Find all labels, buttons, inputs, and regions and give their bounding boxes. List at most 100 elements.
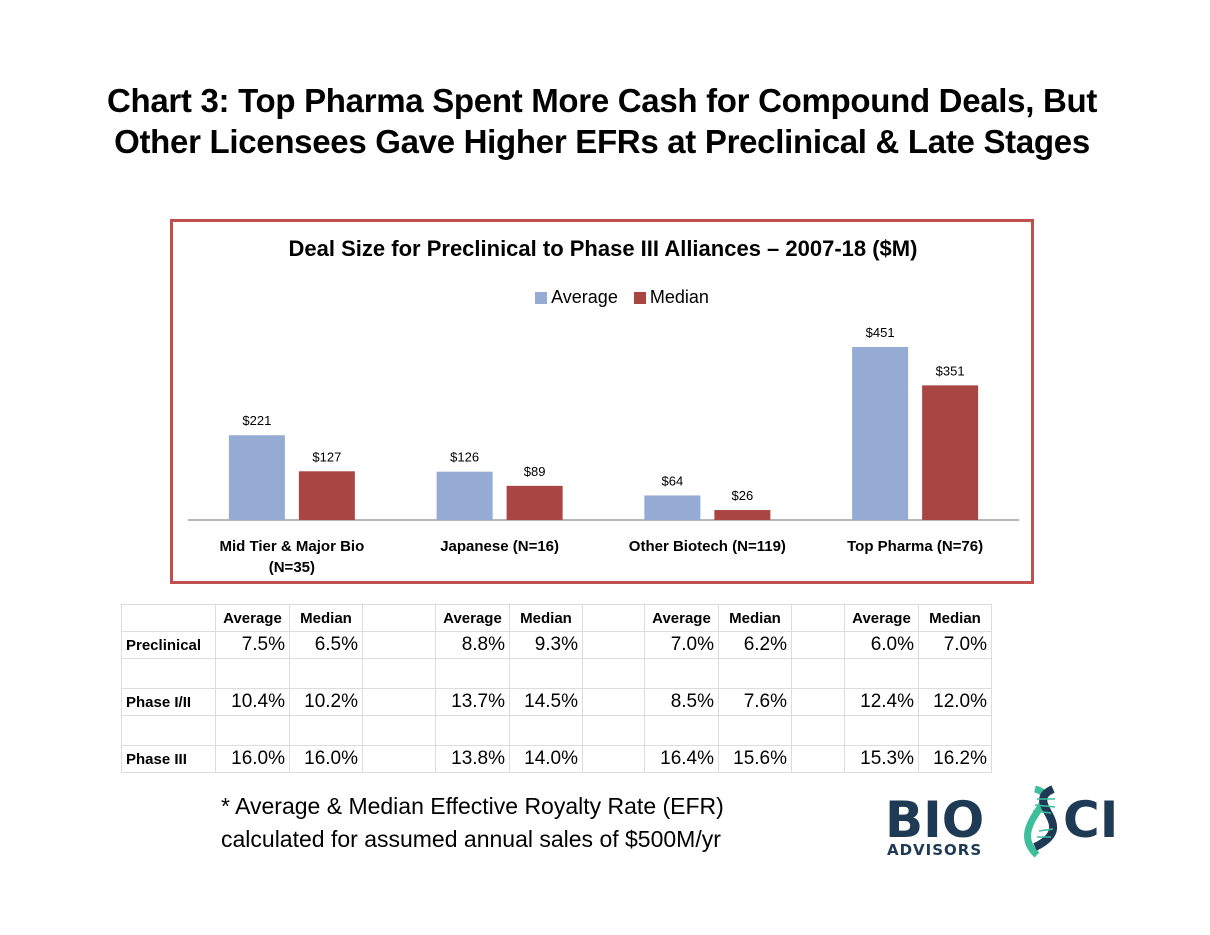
table-cell <box>644 715 719 746</box>
column-header: Average <box>844 604 919 632</box>
table-cell <box>362 658 436 689</box>
table-cell: 6.0% <box>844 631 919 659</box>
table-cell: 12.4% <box>844 688 919 716</box>
row-label: Phase I/II <box>121 688 216 716</box>
table-row <box>121 715 992 746</box>
table-cell: 16.4% <box>644 745 719 773</box>
bar-average <box>228 435 285 520</box>
category-label: Japanese (N=16) <box>440 538 559 555</box>
column-header: Median <box>718 604 792 632</box>
table-cell: 13.7% <box>435 688 510 716</box>
row-label <box>121 715 216 746</box>
table-cell <box>791 688 845 716</box>
data-label-average: $451 <box>866 325 895 340</box>
title-line-2: Other Licensees Gave Higher EFRs at Prec… <box>114 123 1090 160</box>
table-cell <box>582 631 645 659</box>
column-header <box>362 604 436 632</box>
data-label-average: $64 <box>662 473 684 488</box>
table-cell: 6.5% <box>289 631 363 659</box>
table-cell: 7.0% <box>644 631 719 659</box>
table-cell: 16.2% <box>918 745 992 773</box>
legend-label-average: Average <box>551 287 618 307</box>
dna-helix-icon <box>1024 785 1058 858</box>
table-cell <box>844 715 919 746</box>
column-header <box>791 604 845 632</box>
chart-legend: Average Median <box>0 287 1210 308</box>
table-cell <box>918 658 992 689</box>
data-label-average: $221 <box>242 413 271 428</box>
column-header: Median <box>509 604 583 632</box>
footnote-line-2: calculated for assumed annual sales of $… <box>221 826 721 852</box>
table-cell <box>644 658 719 689</box>
bar-chart: $221 $127 Mid Tier & Major Bio (N=35) $126 $8… <box>188 325 1019 576</box>
table-cell: 14.5% <box>509 688 583 716</box>
logo-text-advisors: ADVISORS <box>887 841 982 859</box>
category-label: Other Biotech (N=119) <box>629 538 786 555</box>
bar-median <box>714 510 771 520</box>
table-cell <box>791 715 845 746</box>
table-row: Phase I/II 10.4% 10.2% 13.7% 14.5% 8.5% 7.6% 12… <box>121 688 992 716</box>
bar-average <box>852 347 909 520</box>
footnote-line-1: * Average & Median Effective Royalty Rat… <box>221 793 724 819</box>
table-cell: 10.4% <box>215 688 290 716</box>
table-cell <box>289 658 363 689</box>
table-cell: 12.0% <box>918 688 992 716</box>
category-label: (N=35) <box>269 559 315 576</box>
table-cell <box>582 745 645 773</box>
legend-swatch-median <box>633 291 646 304</box>
efr-table-wrapper: Average Median Average Median Average Median A… <box>121 604 992 773</box>
bar-median <box>506 485 563 520</box>
logo-text-ci: CI <box>1063 791 1118 849</box>
column-header: Median <box>918 604 992 632</box>
table-cell <box>362 688 436 716</box>
table-cell: 6.2% <box>718 631 792 659</box>
logo-text-bio: BIO <box>885 791 984 849</box>
table-cell <box>215 715 290 746</box>
table-cell <box>362 631 436 659</box>
data-label-average: $126 <box>450 450 479 465</box>
table-cell: 9.3% <box>509 631 583 659</box>
footnote: * Average & Median Effective Royalty Rat… <box>221 790 724 856</box>
table-cell <box>791 745 845 773</box>
column-header <box>582 604 645 632</box>
column-header: Average <box>435 604 510 632</box>
column-header <box>121 604 216 632</box>
table-cell: 16.0% <box>215 745 290 773</box>
table-cell <box>509 658 583 689</box>
table-cell: 14.0% <box>509 745 583 773</box>
bar-average <box>436 471 493 520</box>
bar-median <box>298 471 355 520</box>
table-cell: 7.5% <box>215 631 290 659</box>
table-row: Preclinical 7.5% 6.5% 8.8% 9.3% 7.0% 6.2% 6.0% 7… <box>121 631 992 659</box>
category-label: Mid Tier & Major Bio <box>220 538 365 555</box>
table-cell: 7.6% <box>718 688 792 716</box>
legend-item-median: Median <box>633 287 709 308</box>
efr-table: Average Median Average Median Average Median A… <box>121 604 992 773</box>
table-row <box>121 658 992 689</box>
data-label-median: $89 <box>524 464 546 479</box>
table-cell <box>582 658 645 689</box>
table-cell <box>215 658 290 689</box>
table-cell: 15.6% <box>718 745 792 773</box>
table-cell <box>718 715 792 746</box>
table-cell <box>362 745 436 773</box>
table-cell: 8.8% <box>435 631 510 659</box>
column-header: Average <box>215 604 290 632</box>
table-cell <box>844 658 919 689</box>
row-label: Phase III <box>121 745 216 773</box>
legend-item-average: Average <box>535 287 618 308</box>
table-cell <box>362 715 436 746</box>
table-cell: 10.2% <box>289 688 363 716</box>
row-label: Preclinical <box>121 631 216 659</box>
data-label-median: $26 <box>732 488 754 503</box>
table-cell <box>718 658 792 689</box>
table-header-row: Average Median Average Median Average Median A… <box>121 604 992 632</box>
table-cell: 7.0% <box>918 631 992 659</box>
table-cell <box>435 658 510 689</box>
table-cell <box>435 715 510 746</box>
title-line-1: Chart 3: Top Pharma Spent More Cash for … <box>106 82 1098 119</box>
page-title: Chart 3: Top Pharma Spent More Cash for … <box>0 80 1204 162</box>
table-cell <box>791 631 845 659</box>
table-cell <box>582 688 645 716</box>
table-cell: 13.8% <box>435 745 510 773</box>
